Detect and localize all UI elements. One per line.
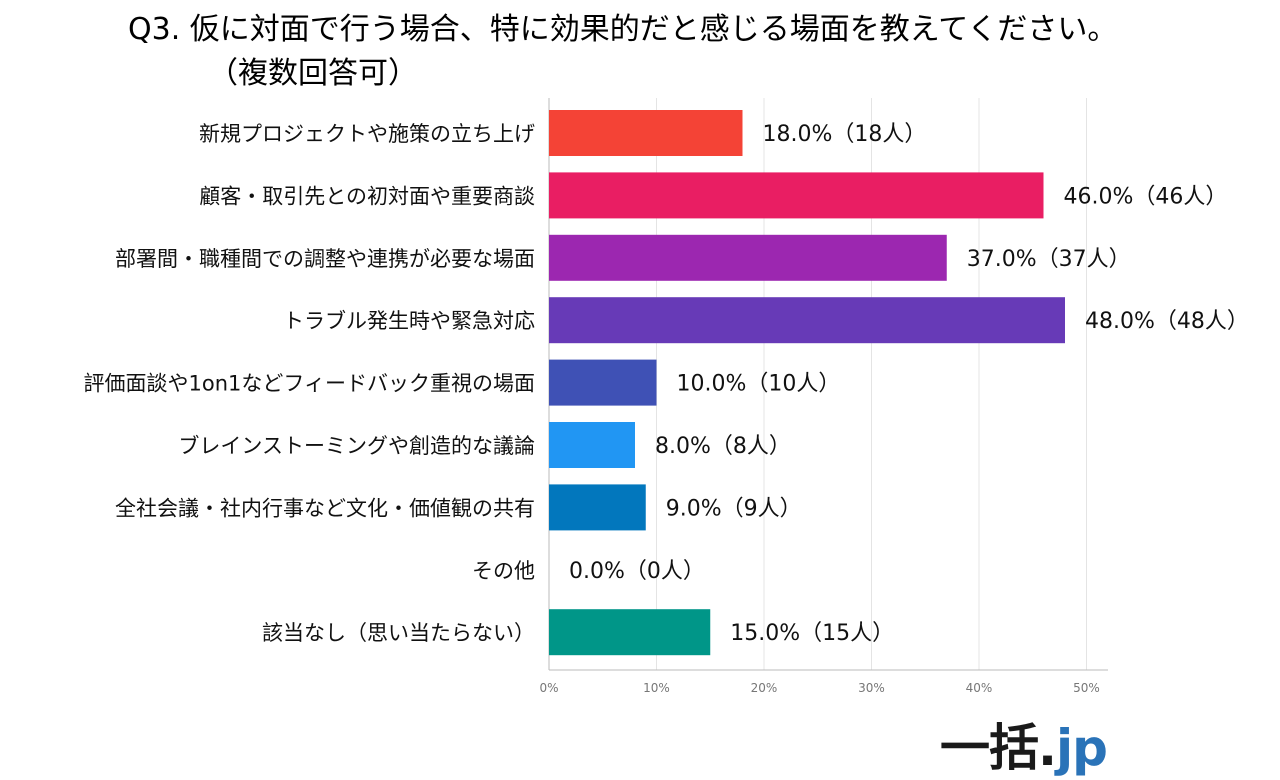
chart-title: Q3. 仮に対面で行う場合、特に効果的だと感じる場面を教えてください。 （複数回… — [128, 8, 1248, 96]
bar-4 — [549, 297, 1065, 344]
data-label: 15.0%（15人） — [730, 621, 894, 646]
title-line-1: Q3. 仮に対面で行う場合、特に効果的だと感じる場面を教えてください。 — [128, 12, 1118, 47]
x-tick-label: 20% — [751, 681, 778, 695]
x-tick-label: 40% — [966, 681, 993, 695]
bars — [549, 110, 1065, 656]
brand-logo: 一括.jp — [940, 708, 1108, 780]
data-label: 18.0%（18人） — [763, 122, 927, 147]
category-label: 新規プロジェクトや施策の立ち上げ — [199, 122, 535, 146]
x-tick-label: 50% — [1073, 681, 1100, 695]
bar-5 — [549, 359, 657, 406]
bar-9 — [549, 609, 711, 656]
logo-text-jp: jp — [1056, 719, 1108, 777]
data-label: 46.0%（46人） — [1064, 184, 1228, 209]
logo-text-main: 一括 — [940, 719, 1039, 777]
category-label: 部署間・職種間での調整や連携が必要な場面 — [115, 247, 535, 271]
category-label: その他 — [472, 559, 535, 583]
data-label: 48.0%（48人） — [1085, 309, 1249, 334]
data-label: 37.0%（37人） — [967, 247, 1131, 272]
data-label: 8.0%（8人） — [655, 434, 791, 459]
x-tick-label: 0% — [539, 681, 558, 695]
labels: 0% 10% 20% 30% 40% 50% 新規プロジェクトや施策の立ち上げ 18.0%（1… — [84, 122, 1249, 695]
category-label: 全社会議・社内行事など文化・価値観の共有 — [115, 496, 535, 520]
category-label: ブレインストーミングや創造的な議論 — [178, 434, 535, 458]
bar-2 — [549, 172, 1044, 219]
category-label: 該当なし（思い当たらない） — [262, 621, 535, 645]
data-label: 9.0%（9人） — [666, 496, 802, 521]
title-line-2: （複数回答可） — [208, 56, 418, 91]
bar-7 — [549, 484, 646, 531]
data-label: 0.0%（0人） — [569, 559, 705, 584]
data-label: 10.0%（10人） — [677, 372, 841, 397]
category-label: 顧客・取引先との初対面や重要商談 — [199, 184, 535, 208]
bar-6 — [549, 422, 635, 468]
x-tick-label: 30% — [858, 681, 885, 695]
bar-3 — [549, 234, 947, 281]
category-label: トラブル発生時や緊急対応 — [283, 309, 535, 333]
logo-text-dot: . — [1038, 719, 1057, 777]
x-tick-label: 10% — [643, 681, 670, 695]
bar-1 — [549, 110, 743, 156]
category-label: 評価面談や1on1などフィードバック重視の場面 — [84, 372, 535, 396]
